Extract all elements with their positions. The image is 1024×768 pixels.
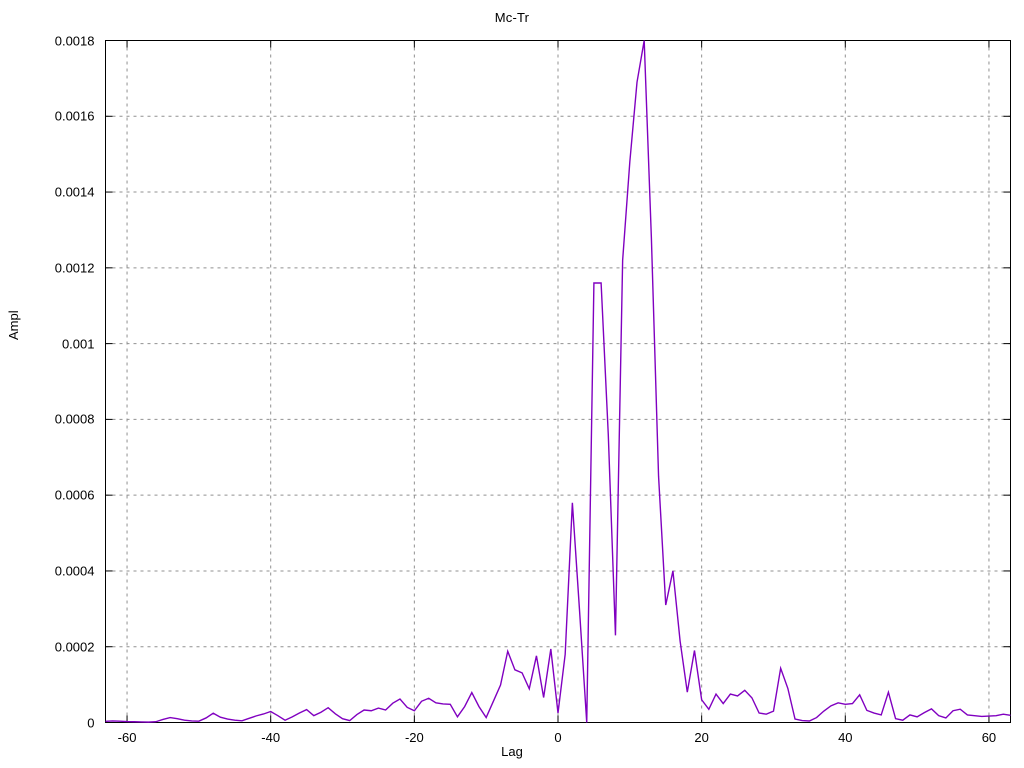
x-tick-label: 0 [554,729,562,745]
x-tick-label: -20 [404,729,424,745]
plot-frame [105,40,1011,723]
y-tick-label: 0.0018 [54,33,95,48]
y-tick-label: 0.0006 [54,487,95,503]
data-series [105,40,1011,723]
y-tick-label: 0.001 [61,336,95,352]
y-tick-label: 0.0008 [54,411,95,427]
grid-lines [105,40,1011,723]
y-tick-label: 0.0014 [54,184,95,200]
y-tick-label: 0.0004 [54,563,95,579]
axis-ticks [105,40,1011,723]
x-tick-label: -60 [117,729,137,745]
y-tick-label: 0.0016 [54,108,95,124]
series-line-0 [105,40,1011,723]
y-tick-label: 0 [87,715,95,730]
x-axis-label: Lag [501,744,523,759]
y-tick-label: 0.0012 [54,260,95,276]
x-tick-label: -40 [261,729,281,745]
y-tick-label: 0.0002 [54,639,95,655]
x-tick-label: 40 [838,729,853,745]
x-tick-label: 60 [981,729,997,745]
x-tick-label: 20 [694,729,709,745]
chart-title: Mc-Tr [494,10,530,25]
